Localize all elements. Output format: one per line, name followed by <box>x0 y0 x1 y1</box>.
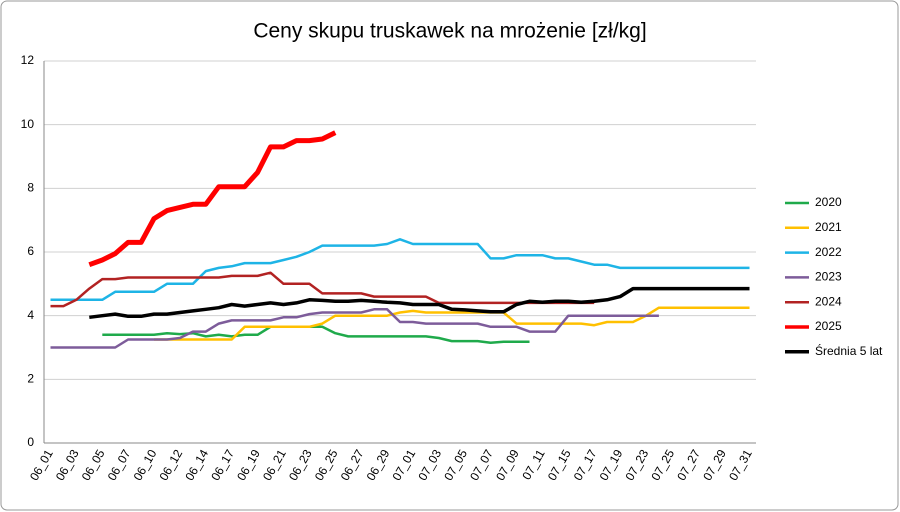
series-line <box>89 286 750 320</box>
y-tick-label: 10 <box>21 117 35 131</box>
y-tick-label: 0 <box>27 435 34 449</box>
y-tick-label: 12 <box>21 53 35 67</box>
legend-label: 2021 <box>815 220 842 234</box>
y-tick-label: 6 <box>27 244 34 258</box>
series-line <box>154 306 750 341</box>
chart-title: Ceny skupu truskawek na mrożenie [zł/kg] <box>253 20 646 43</box>
series-line <box>102 325 530 344</box>
series-line <box>50 271 595 308</box>
y-tick-label: 8 <box>27 181 34 195</box>
series-line <box>50 238 750 302</box>
series-line <box>88 130 337 268</box>
series-line <box>50 308 659 349</box>
y-tick-label: 2 <box>27 372 34 386</box>
legend-label: 2022 <box>815 245 842 259</box>
legend-label: 2024 <box>815 294 842 308</box>
y-tick-label: 4 <box>27 308 34 322</box>
legend-label: 2025 <box>815 319 842 333</box>
legend-label: 2023 <box>815 270 842 284</box>
legend-label: Średnia 5 lat <box>815 343 883 358</box>
legend-label: 2020 <box>815 195 842 209</box>
